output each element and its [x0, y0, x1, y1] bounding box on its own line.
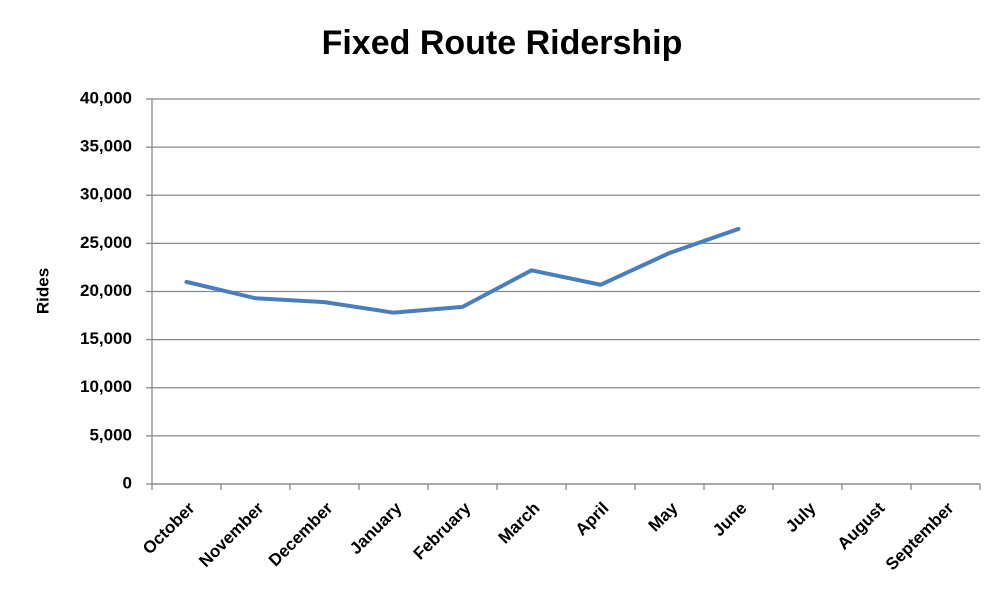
x-tick-label: October — [139, 498, 199, 558]
x-tick-label: July — [782, 498, 820, 536]
x-tick-label: June — [709, 499, 750, 540]
line — [184, 226, 741, 315]
y-tick-label: 15,000 — [80, 329, 132, 348]
x-tick-label: September — [882, 498, 958, 574]
x-tick-label: November — [195, 498, 267, 570]
x-tick-label: April — [572, 499, 613, 540]
y-axis-label: Rides — [33, 268, 52, 314]
y-tick-label: 5,000 — [89, 425, 132, 444]
x-tick-label: March — [495, 499, 544, 548]
y-tick-label: 10,000 — [80, 377, 132, 396]
y-tick-label: 40,000 — [80, 88, 132, 107]
chart-title: Fixed Route Ridership — [322, 24, 683, 62]
y-tick-label: 25,000 — [80, 233, 132, 252]
y-tick-label: 0 — [123, 473, 132, 492]
x-tick-label: February — [410, 498, 475, 563]
x-tick-label: December — [265, 498, 337, 570]
x-tick-label: January — [346, 498, 406, 558]
y-tick-label: 30,000 — [80, 185, 132, 204]
x-tick-label: August — [834, 498, 889, 553]
y-tick-label: 35,000 — [80, 137, 132, 156]
x-tick-label: May — [645, 498, 682, 535]
y-tick-label: 20,000 — [80, 281, 132, 300]
